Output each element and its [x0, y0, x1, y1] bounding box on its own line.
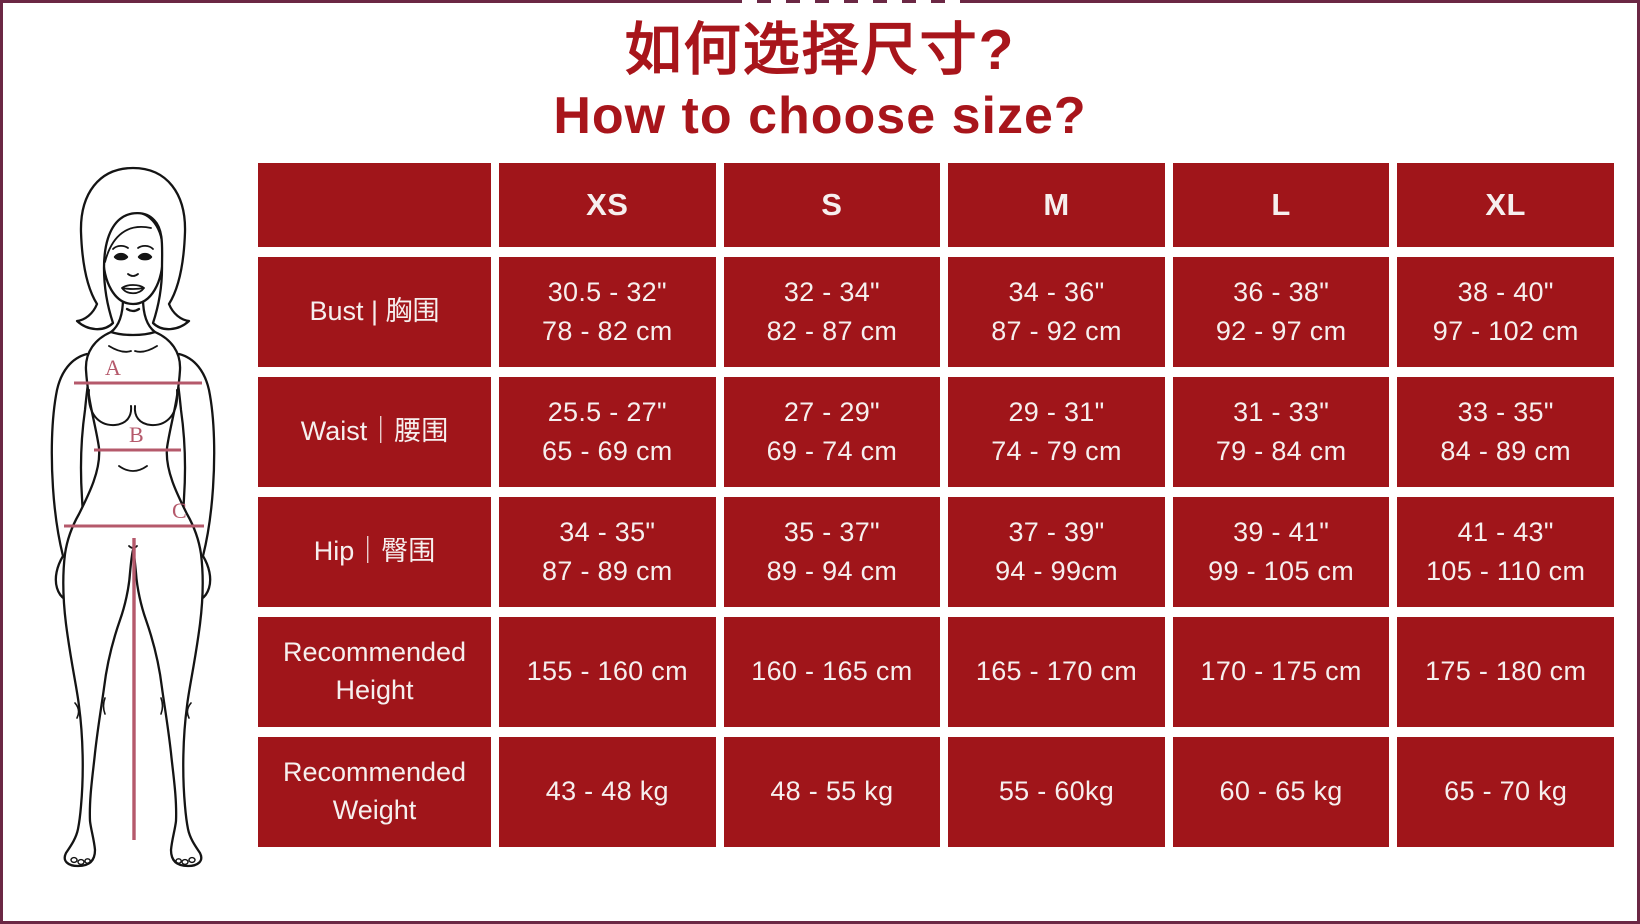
cell-hip-s: 35 - 37" 89 - 94 cm [723, 497, 941, 607]
cell-waist-s: 27 - 29" 69 - 74 cm [723, 377, 941, 487]
row-label-weight: Recommended Weight [258, 737, 491, 847]
underbust-curve [118, 465, 148, 472]
title-chinese: 如何选择尺寸? [624, 18, 1016, 82]
nose [127, 273, 139, 277]
cell-height-s: 160 - 165 cm [723, 617, 941, 727]
measurement-lines [64, 381, 204, 840]
cropped-glyphs-remnant [742, 0, 960, 5]
size-chart-table: XS S M L XL Bust | 胸围 30.5 - 32" 78 - 82 … [258, 163, 1614, 847]
female-body-illustration: A B C [50, 166, 216, 868]
cell-height-xs: 155 - 160 cm [499, 617, 716, 727]
cell-weight-m: 55 - 60kg [948, 737, 1165, 847]
cell-hip-xs: 34 - 35" 87 - 89 cm [499, 497, 716, 607]
col-header-m: M [948, 163, 1165, 247]
col-header-l: L [1172, 163, 1390, 247]
col-header-xl: XL [1397, 163, 1614, 247]
title-english: How to choose size? [553, 87, 1087, 146]
left-toes [70, 856, 91, 866]
cell-height-xl: 175 - 180 cm [1397, 617, 1614, 727]
lips [121, 284, 145, 295]
bangs [104, 226, 152, 263]
cell-weight-xs: 43 - 48 kg [499, 737, 716, 847]
cell-bust-xl: 38 - 40" 97 - 102 cm [1397, 257, 1614, 367]
right-eye [137, 252, 153, 261]
cell-waist-xl: 33 - 35" 84 - 89 cm [1397, 377, 1614, 487]
collarbones [108, 345, 158, 353]
row-label-bust: Bust | 胸围 [258, 257, 491, 367]
cell-hip-m: 37 - 39" 94 - 99cm [948, 497, 1165, 607]
knee-hints [74, 697, 192, 719]
body-measurement-figure: A B C [26, 158, 240, 870]
right-eyebrow [137, 244, 154, 250]
cell-weight-l: 60 - 65 kg [1172, 737, 1390, 847]
measurement-labels: A B C [105, 355, 187, 523]
cell-weight-xl: 65 - 70 kg [1397, 737, 1614, 847]
cell-bust-l: 36 - 38" 92 - 97 cm [1172, 257, 1390, 367]
row-label-height: Recommended Height [258, 617, 491, 727]
col-header-s: S [723, 163, 941, 247]
left-eyebrow [112, 244, 129, 250]
left-breast [87, 389, 133, 427]
cell-waist-xs: 25.5 - 27" 65 - 69 cm [499, 377, 716, 487]
cell-hip-xl: 41 - 43" 105 - 110 cm [1397, 497, 1614, 607]
cell-height-m: 165 - 170 cm [948, 617, 1165, 727]
right-breast [133, 389, 179, 427]
cell-waist-m: 29 - 31" 74 - 79 cm [948, 377, 1165, 487]
left-eye [113, 252, 129, 261]
col-header-xs: XS [499, 163, 716, 247]
table-corner-cell [258, 163, 491, 247]
cell-hip-l: 39 - 41" 99 - 105 cm [1172, 497, 1390, 607]
label-b: B [129, 422, 144, 447]
row-label-hip: Hip｜臀围 [258, 497, 491, 607]
page-title: 如何选择尺寸? How to choose size? [0, 16, 1640, 149]
cell-bust-m: 34 - 36" 87 - 92 cm [948, 257, 1165, 367]
cell-waist-l: 31 - 33" 79 - 84 cm [1172, 377, 1390, 487]
right-toes [175, 856, 196, 866]
cell-height-l: 170 - 175 cm [1172, 617, 1390, 727]
label-a: A [105, 355, 121, 380]
row-label-waist: Waist｜腰围 [258, 377, 491, 487]
cell-bust-xs: 30.5 - 32" 78 - 82 cm [499, 257, 716, 367]
cell-bust-s: 32 - 34" 82 - 87 cm [723, 257, 941, 367]
hair [75, 166, 191, 331]
cell-weight-s: 48 - 55 kg [723, 737, 941, 847]
label-c: C [172, 498, 187, 523]
